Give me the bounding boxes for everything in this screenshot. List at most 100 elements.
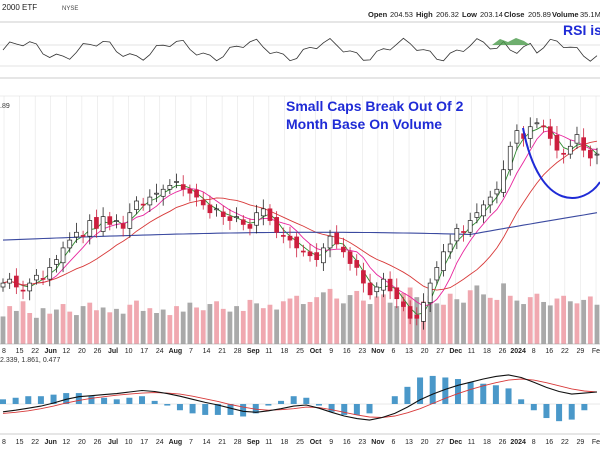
macd-histogram-bar: [202, 404, 209, 415]
candle-body: [581, 137, 587, 151]
macd-histogram-bar: [429, 375, 436, 404]
volume-bar: [294, 295, 300, 344]
tick-label-top: 13: [405, 348, 413, 355]
candle-body: [374, 286, 380, 293]
volume-bar: [527, 297, 533, 344]
volume-bar: [53, 309, 59, 344]
tick-label-top: 16: [343, 348, 351, 355]
tick-label-top: 11: [468, 348, 475, 355]
candle-body: [20, 289, 26, 292]
volume-bar: [167, 315, 173, 344]
macd-histogram-bar: [164, 404, 171, 406]
volume-value: 35.1M: [580, 10, 600, 19]
candle-body: [147, 196, 153, 206]
volume-bar: [594, 304, 600, 344]
price-label-fragment: .89: [0, 103, 10, 110]
volume-bar: [7, 306, 13, 344]
volume-bar: [0, 316, 6, 344]
candle-body: [280, 235, 286, 237]
volume-bar: [521, 304, 526, 344]
tick-label-bottom: 14: [203, 439, 211, 446]
candle-body: [347, 251, 353, 264]
candle-body: [587, 149, 593, 159]
tick-label-top: 6: [392, 348, 396, 355]
low-value: 203.14: [480, 10, 503, 19]
candle-body: [60, 247, 66, 264]
tick-label-top: 18: [281, 348, 289, 355]
tick-label-bottom: Sep: [247, 439, 260, 446]
candle-body: [114, 220, 119, 222]
volume-bar: [287, 298, 293, 344]
candle-body: [0, 282, 6, 288]
candle-body: [67, 239, 73, 249]
tick-label-bottom: Jul: [108, 439, 118, 446]
tick-label-top: 25: [296, 348, 304, 355]
tick-label-bottom: 10: [125, 439, 133, 446]
macd-histogram-bar: [581, 404, 588, 411]
candle-body: [40, 278, 46, 280]
macd-histogram-bar: [12, 397, 19, 404]
candle-body: [227, 216, 233, 221]
rsi-layer: [2, 37, 598, 62]
candle-body: [300, 250, 306, 253]
candle-body: [447, 243, 453, 253]
macd-histogram-bar: [328, 404, 335, 412]
volume-bar: [154, 313, 159, 344]
macd-histogram-bar: [404, 386, 411, 404]
tick-label-bottom: 28: [234, 439, 242, 446]
tick-label-bottom: 7: [189, 439, 193, 446]
tick-label-top: 21: [218, 348, 226, 355]
candle-body: [594, 153, 600, 156]
tick-label-bottom: 20: [421, 439, 429, 446]
candle-body: [307, 251, 313, 257]
volume-bar: [487, 297, 493, 344]
main-annotation-line2: Month Base On Volume: [286, 116, 442, 132]
tick-label-top: Oct: [310, 348, 322, 355]
tick-label-top: 15: [16, 348, 24, 355]
high-label: High: [416, 10, 433, 19]
candle-body: [174, 181, 179, 183]
volume-bar: [200, 310, 206, 344]
candle-body: [387, 278, 393, 292]
tick-label-bottom: 21: [218, 439, 226, 446]
tick-label-top: 14: [203, 348, 211, 355]
tick-label-bottom: 16: [343, 439, 351, 446]
candle-body: [341, 246, 346, 253]
candle-body: [287, 235, 293, 241]
macd-histogram-bar: [88, 396, 95, 404]
volume-bar: [494, 299, 500, 344]
macd-histogram-bar: [278, 400, 285, 404]
volume-bar: [374, 296, 380, 344]
volume-bar: [47, 313, 53, 344]
candle-body: [441, 251, 446, 271]
volume-bar: [581, 299, 587, 344]
open-label: Open: [368, 10, 388, 19]
tick-label-top: Nov: [371, 348, 384, 355]
candle-body: [200, 199, 206, 206]
candle-body: [7, 278, 13, 284]
cup-annotation-arc: [522, 127, 600, 199]
volume-bar: [514, 300, 520, 344]
grid-layer: [3, 96, 597, 344]
volume-bar: [467, 290, 473, 344]
volume-bar: [120, 313, 126, 344]
tick-label-bottom: 18: [281, 439, 289, 446]
volume-bar: [94, 310, 99, 344]
candle-body: [120, 223, 126, 229]
candle-body: [254, 212, 259, 226]
macd-histogram-bar: [139, 396, 146, 404]
volume-bar: [454, 299, 460, 344]
tick-label-top: 10: [125, 348, 133, 355]
volume-bar: [127, 304, 133, 344]
volume-bar: [314, 297, 320, 344]
tick-label-top: 22: [31, 348, 39, 355]
tick-label-top: Jun: [45, 348, 57, 355]
tick-label-top: Jul: [108, 348, 118, 355]
macd-histogram-bar: [240, 404, 247, 417]
tick-label-top: 7: [189, 348, 193, 355]
tick-label-top: 24: [156, 348, 164, 355]
tick-label-bottom: 8: [2, 439, 6, 446]
tick-label-bottom: 22: [31, 439, 39, 446]
macd-signal-line: [2, 378, 598, 418]
